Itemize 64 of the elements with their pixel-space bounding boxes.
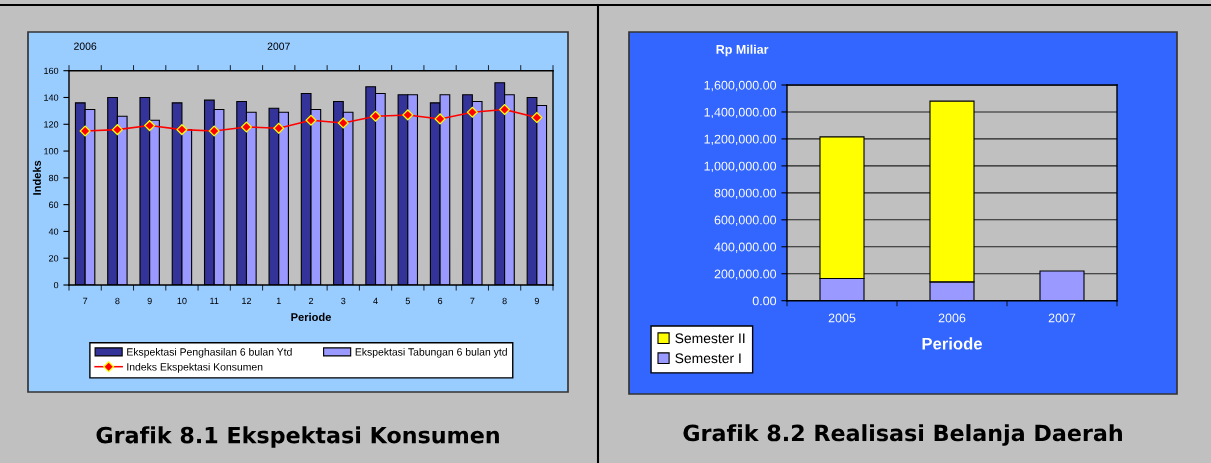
legend-label: Semester I [675, 353, 741, 364]
x-tick-label: 10 [177, 297, 187, 305]
y-tick-label: 0 [53, 281, 59, 289]
x-axis-title: Periode [291, 312, 331, 322]
x-tick-label: 3 [341, 297, 346, 305]
point [499, 104, 511, 116]
y-tick-label: 160 [44, 67, 59, 75]
y-tick-label: 80 [48, 174, 59, 182]
point [337, 117, 349, 129]
y-tick-label: 140 [44, 94, 59, 101]
point [369, 110, 382, 122]
point [79, 125, 91, 137]
x-tick-label: 4 [373, 297, 378, 305]
point [466, 106, 478, 118]
x-tick-label: 9 [147, 297, 152, 305]
x-tick-label: 1 [276, 297, 281, 305]
y-tick-label: 20 [49, 255, 59, 262]
y-tick-label: 0.00 [752, 296, 777, 306]
point [531, 112, 543, 124]
point [305, 114, 317, 126]
y-tick-label: 600,000.00 [714, 215, 777, 226]
point [434, 113, 446, 125]
point [176, 124, 188, 136]
x-tick-label: 2005 [828, 313, 856, 323]
x-tick-label: 7 [83, 297, 88, 305]
y-tick-label: 400,000.00 [714, 242, 777, 253]
y-tick-label: 100 [44, 148, 59, 155]
text: Grafik 8.1 Ekspektasi Konsumen [96, 426, 499, 448]
point [273, 122, 285, 134]
legend-label: Indeks Ekspektasi Konsumen [127, 362, 263, 373]
point [111, 124, 123, 136]
legend-label: Semester II [675, 333, 745, 344]
x-tick-label: 6 [438, 297, 443, 305]
legend-label: Ekspektasi Penghasilan 6 bulan Ytd [127, 347, 292, 358]
point [144, 120, 156, 132]
legend-label: Ekspektasi Tabungan 6 bulan ytd [355, 347, 507, 358]
text: 2006 [74, 42, 97, 50]
x-axis-title: Periode [922, 337, 982, 350]
text: 2007 [267, 42, 290, 50]
point [402, 109, 414, 121]
point [208, 125, 220, 137]
x-tick-label: 2 [308, 297, 314, 305]
text: Grafik 8.2 Realisasi Belanja Daerah [683, 424, 1122, 446]
x-tick-label: 2006 [938, 313, 966, 323]
y-tick-label: 800,000.00 [714, 188, 777, 199]
y-tick-label: 40 [48, 228, 59, 235]
y-tick-label: 1,200,000.00 [704, 134, 777, 146]
point [240, 121, 253, 133]
x-tick-label: 5 [405, 297, 410, 305]
y-tick-label: 200,000.00 [714, 269, 777, 280]
x-tick-label: 11 [210, 297, 219, 305]
x-tick-label: 2007 [1048, 313, 1076, 323]
x-tick-label: 12 [242, 297, 252, 305]
y-tick-label: 120 [44, 121, 59, 128]
y-tick-label: 60 [49, 201, 59, 208]
x-tick-label: 7 [470, 297, 475, 305]
y-axis-title: Rp Miliar [716, 44, 769, 57]
y-tick-label: 1,600,000.00 [704, 80, 777, 92]
y-axis-title: Indeks [32, 160, 41, 195]
x-tick-label: 9 [534, 297, 539, 305]
x-tick-label: 8 [502, 297, 507, 305]
y-tick-label: 1,000,000.00 [704, 161, 777, 173]
x-tick-label: 8 [115, 297, 120, 305]
y-tick-label: 1,400,000.00 [704, 107, 777, 119]
